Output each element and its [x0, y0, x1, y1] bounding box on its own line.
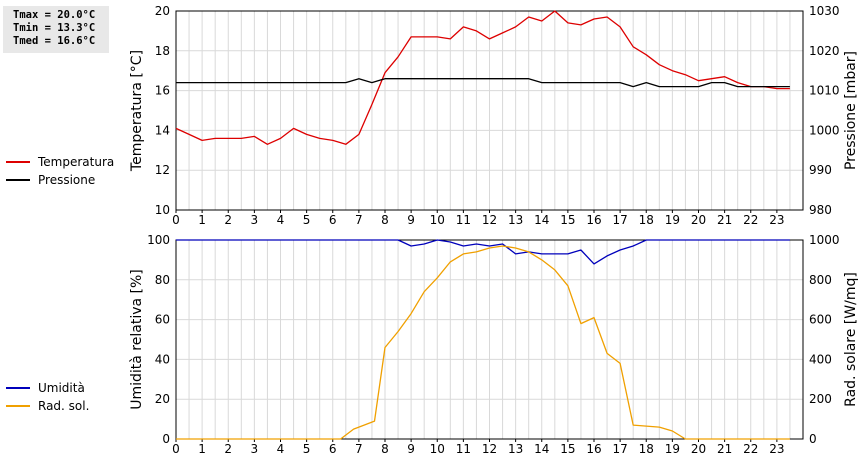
chart1-y-right-tick-label: 980	[809, 203, 832, 217]
chart2-x-tick-label: 4	[277, 442, 285, 456]
chart1-y-right-tick-label: 1020	[809, 44, 840, 58]
chart1-y-left-tick-label: 18	[155, 44, 170, 58]
chart1-x-tick-label: 15	[560, 213, 575, 227]
chart2-y-right-tick-label: 600	[809, 313, 832, 327]
chart2-x-tick-label: 16	[586, 442, 601, 456]
chart2-x-tick-label: 6	[329, 442, 337, 456]
chart2-x-tick-label: 5	[303, 442, 311, 456]
chart1-y-right-tick-label: 1000	[809, 123, 840, 137]
legend-swatch-umidita	[6, 387, 30, 389]
chart2-y-right-tick-label: 200	[809, 392, 832, 406]
chart1-x-tick-label: 4	[277, 213, 285, 227]
chart1-x-tick-label: 9	[407, 213, 415, 227]
chart1-x-tick-label: 2	[224, 213, 232, 227]
chart2-x-tick-label: 12	[482, 442, 497, 456]
chart2-x-tick-label: 22	[743, 442, 758, 456]
chart1-x-tick-label: 21	[717, 213, 732, 227]
chart2-y-left-tick-label: 80	[155, 273, 170, 287]
chart2-x-tick-label: 8	[381, 442, 389, 456]
chart2-x-tick-label: 17	[612, 442, 627, 456]
chart2-x-tick-label: 18	[639, 442, 654, 456]
chart2-series-rad-sol-line	[176, 245, 790, 440]
chart1-x-tick-label: 0	[172, 213, 180, 227]
chart1-y-left-tick-label: 14	[155, 123, 170, 137]
chart1-x-tick-label: 7	[355, 213, 363, 227]
chart2-x-tick-label: 11	[456, 442, 471, 456]
chart2-y-right-tick-label: 1000	[809, 233, 840, 247]
legend-label-pressione: Pressione	[38, 173, 96, 187]
chart1-x-tick-label: 14	[534, 213, 549, 227]
legend-swatch-pressione	[6, 179, 30, 181]
legend-swatch-temperatura	[6, 161, 30, 163]
chart2-series-umidit-line	[176, 239, 790, 265]
chart2-y-right-tick-label: 0	[809, 432, 817, 446]
legend-label-temperatura: Temperatura	[38, 155, 115, 169]
chart1-x-tick-label: 13	[508, 213, 523, 227]
chart1-x-tick-label: 17	[612, 213, 627, 227]
chart2-y-right-title: Rad. solare [W/mq]	[843, 272, 859, 407]
chart2-x-tick-label: 10	[430, 442, 445, 456]
chart1-x-tick-label: 20	[691, 213, 706, 227]
chart1-x-tick-label: 5	[303, 213, 311, 227]
chart1-y-right-tick-label: 1030	[809, 4, 840, 18]
chart2-x-tick-label: 19	[665, 442, 680, 456]
chart2-y-left-title: Umidità relativa [%]	[129, 269, 145, 410]
chart2-x-tick-label: 9	[407, 442, 415, 456]
chart1-x-tick-label: 23	[769, 213, 784, 227]
chart2-y-left-tick-label: 20	[155, 392, 170, 406]
chart1-x-tick-label: 1	[198, 213, 206, 227]
chart1-y-right-title: Pressione [mbar]	[843, 51, 859, 170]
chart1-x-tick-label: 11	[456, 213, 471, 227]
chart2-y-left-tick-label: 0	[162, 432, 170, 446]
chart1-y-right-tick-label: 990	[809, 163, 832, 177]
chart2-x-tick-label: 2	[224, 442, 232, 456]
chart1-x-tick-label: 12	[482, 213, 497, 227]
chart1-y-left-tick-label: 12	[155, 163, 170, 177]
chart1-x-tick-label: 16	[586, 213, 601, 227]
chart2-x-tick-label: 1	[198, 442, 206, 456]
chart1-y-right-tick-label: 1010	[809, 84, 840, 98]
chart1-x-tick-label: 22	[743, 213, 758, 227]
chart2-x-tick-label: 13	[508, 442, 523, 456]
chart1-series-pressione-line	[176, 78, 790, 88]
chart1-series-temperatura-line	[175, 10, 790, 145]
chart1-y-left-tick-label: 10	[155, 203, 170, 217]
chart2-x-tick-label: 21	[717, 442, 732, 456]
stat-tmax: Tmax = 20.0°C	[13, 9, 96, 21]
legend-label-umidita: Umidità	[38, 381, 85, 395]
chart2-y-right-tick-label: 400	[809, 352, 832, 366]
legend-swatch-radsol	[6, 405, 30, 407]
chart2-x-tick-label: 23	[769, 442, 784, 456]
chart1-x-tick-label: 18	[639, 213, 654, 227]
chart1-x-tick-label: 3	[251, 213, 259, 227]
chart1-y-left-tick-label: 16	[155, 84, 170, 98]
chart2-x-tick-label: 3	[251, 442, 259, 456]
chart2-x-tick-label: 7	[355, 442, 363, 456]
chart2-y-right-tick-label: 800	[809, 273, 832, 287]
chart2-x-tick-label: 14	[534, 442, 549, 456]
chart1-x-tick-label: 19	[665, 213, 680, 227]
stats-box: Tmax = 20.0°C Tmin = 13.3°C Tmed = 16.6°…	[3, 6, 109, 53]
stat-tmed: Tmed = 16.6°C	[13, 35, 96, 47]
chart1-x-tick-label: 8	[381, 213, 389, 227]
stat-tmin: Tmin = 13.3°C	[13, 22, 96, 34]
chart2-y-left-tick-label: 100	[147, 233, 170, 247]
chart2-y-left-tick-label: 60	[155, 313, 170, 327]
legend-label-radsol: Rad. sol.	[38, 399, 90, 413]
chart2-x-tick-label: 15	[560, 442, 575, 456]
chart2-x-tick-label: 0	[172, 442, 180, 456]
chart1-x-tick-label: 6	[329, 213, 337, 227]
chart1-x-tick-label: 10	[430, 213, 445, 227]
chart1-y-left-tick-label: 20	[155, 4, 170, 18]
chart2-x-tick-label: 20	[691, 442, 706, 456]
chart1-y-left-title: Temperatura [°C]	[129, 50, 145, 172]
chart2-y-left-tick-label: 40	[155, 352, 170, 366]
